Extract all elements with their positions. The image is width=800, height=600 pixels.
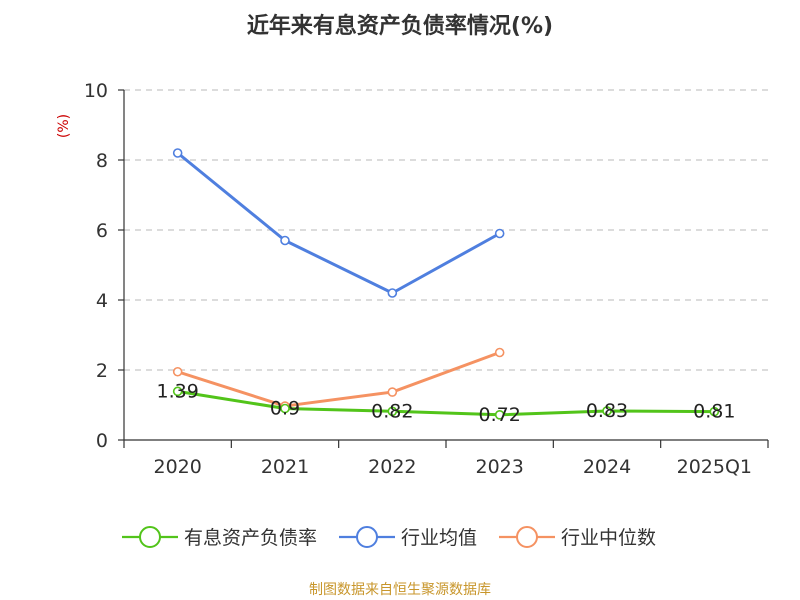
data-point	[494, 228, 505, 239]
data-point	[387, 288, 398, 298]
data-point	[172, 366, 183, 377]
data-label: 0.72	[479, 404, 521, 426]
legend: 有息资产负债率 行业均值 行业中位数	[122, 526, 656, 549]
data-point	[494, 347, 505, 358]
y-axis-unit-label: (%)	[56, 114, 72, 138]
x-tick-label: 2023	[475, 456, 523, 478]
x-tick-label: 2021	[261, 456, 309, 478]
data-label: 0.81	[693, 401, 735, 423]
x-tick-label: 2022	[368, 456, 416, 478]
legend-marker	[356, 526, 378, 548]
y-tick-label: 4	[96, 290, 108, 312]
data-label: 0.83	[586, 400, 628, 422]
data-point	[280, 403, 290, 414]
legend-label: 行业中位数	[561, 527, 656, 549]
series-line-1	[176, 151, 501, 295]
y-tick-label: 8	[96, 150, 108, 172]
y-tick-label: 0	[96, 430, 108, 452]
y-tick-label: 10	[84, 80, 108, 102]
legend-marker	[516, 526, 538, 548]
y-tick-label: 6	[96, 220, 108, 242]
legend-marker	[139, 526, 161, 548]
data-label: 0.82	[371, 400, 413, 422]
data-labels: 1.39 0.9 0.82 0.72 0.83 0.81	[157, 380, 736, 425]
series-line-0	[177, 389, 715, 417]
series-lines	[172, 148, 720, 420]
y-tick-label: 2	[96, 360, 108, 382]
x-tick-label: 2025Q1	[677, 456, 752, 478]
legend-item: 行业中位数	[499, 526, 656, 549]
grid-lines	[124, 89, 768, 371]
x-tick-label: 2020	[153, 456, 201, 478]
data-point	[709, 406, 720, 417]
data-label: 0.9	[270, 398, 300, 420]
source-note: 制图数据来自恒生聚源数据库	[309, 582, 491, 598]
chart-title: 近年来有息资产负债率情况(%)	[247, 13, 553, 39]
legend-item: 行业均值	[339, 526, 477, 549]
data-point	[387, 387, 398, 397]
legend-item: 有息资产负债率	[122, 526, 317, 549]
data-point	[172, 386, 183, 397]
data-label: 1.39	[157, 380, 199, 402]
data-point	[602, 406, 612, 416]
x-tick-label: 2024	[583, 456, 631, 478]
data-point	[494, 409, 505, 420]
axes: 0 2 4 6 8 10 2020 2021 2022 2023 2024 2025Q1	[84, 80, 769, 478]
legend-label: 有息资产负债率	[184, 527, 317, 549]
data-point	[172, 148, 183, 158]
series-line-2	[177, 351, 501, 408]
legend-label: 行业均值	[401, 527, 477, 549]
data-point	[387, 406, 398, 417]
data-point	[280, 235, 290, 246]
